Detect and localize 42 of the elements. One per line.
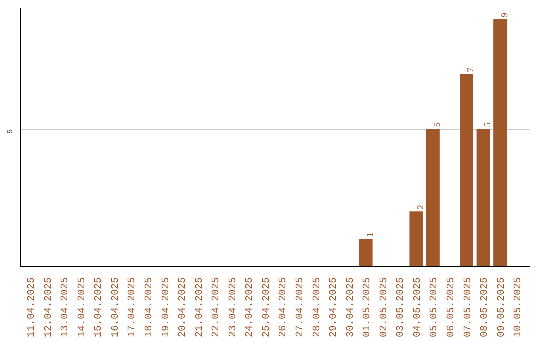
bar [494,19,508,266]
x-tick-label: 18.04.2025 [144,277,156,338]
x-tick-label: 08.05.2025 [480,277,492,338]
data-label: 5 [432,122,442,128]
x-tick-label: 27.04.2025 [295,277,306,338]
data-label: 1 [365,232,376,238]
x-tick-label: 29.04.2025 [329,277,340,338]
x-tick-label: 12.04.2025 [44,277,55,338]
x-tick-label: 11.04.2025 [27,277,38,338]
x-tick-label: 20.04.2025 [178,277,190,338]
x-tick-label: 09.05.2025 [496,277,508,338]
x-tick-label: 15.04.2025 [94,277,106,338]
x-tick-label: 25.04.2025 [262,277,273,338]
x-tick-label: 04.05.2025 [412,277,424,338]
x-tick-label: 13.04.2025 [60,277,72,338]
bar [476,129,490,266]
x-tick-label: 01.05.2025 [362,277,374,338]
bar [359,239,373,266]
x-tick-label: 03.05.2025 [396,277,408,338]
x-tick-label: 22.04.2025 [212,277,223,338]
x-tick-label: 07.05.2025 [463,277,474,338]
x-tick-label: 30.04.2025 [346,277,357,338]
bar [460,74,474,266]
x-tick-label: 06.05.2025 [446,277,458,338]
data-label: 5 [482,122,493,128]
x-tick-label: 16.04.2025 [110,277,122,338]
data-label: 9 [499,12,510,18]
x-tick-label: 10.05.2025 [514,277,525,338]
data-label: 7 [466,67,476,72]
x-tick-label: 05.05.2025 [430,277,441,338]
x-tick-label: 17.04.2025 [128,277,139,338]
x-tick-label: 24.04.2025 [245,277,256,338]
x-tick-label: 19.04.2025 [161,277,172,338]
x-tick-label: 28.04.2025 [312,277,324,338]
x-tick-label: 02.05.2025 [379,277,390,338]
x-tick-label: 14.04.2025 [77,277,88,338]
data-label: 2 [415,205,426,210]
x-tick-label: 26.04.2025 [278,277,290,338]
x-tick-label: 23.04.2025 [228,277,240,338]
bar [426,129,440,266]
bar [410,212,424,266]
x-tick-label: 21.04.2025 [194,277,206,338]
